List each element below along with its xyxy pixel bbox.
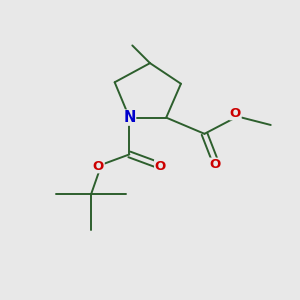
Text: N: N — [123, 110, 136, 125]
Text: O: O — [230, 107, 241, 120]
Text: O: O — [155, 160, 166, 173]
Text: O: O — [209, 158, 220, 171]
Text: O: O — [93, 160, 104, 173]
